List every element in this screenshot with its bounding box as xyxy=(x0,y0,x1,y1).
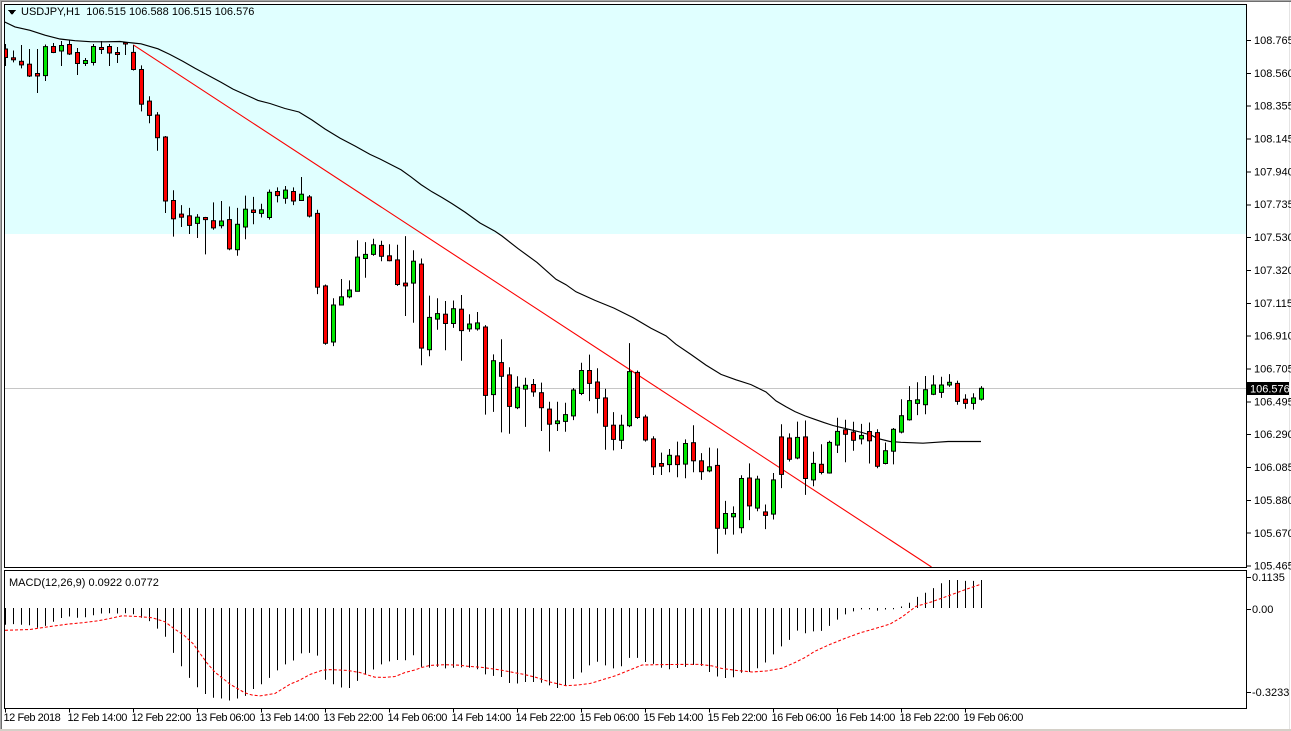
svg-text:13 Feb 14:00: 13 Feb 14:00 xyxy=(260,712,320,724)
svg-text:USDJPY,H1 106.515 106.588 106: USDJPY,H1 106.515 106.588 106.515 106.57… xyxy=(21,6,254,18)
svg-text:105.880: 105.880 xyxy=(1254,495,1291,507)
svg-text:14 Feb 14:00: 14 Feb 14:00 xyxy=(452,712,512,724)
svg-text:13 Feb 06:00: 13 Feb 06:00 xyxy=(196,712,256,724)
svg-text:12 Feb 2018: 12 Feb 2018 xyxy=(4,712,61,724)
svg-text:108.765: 108.765 xyxy=(1254,35,1291,47)
svg-text:18 Feb 22:00: 18 Feb 22:00 xyxy=(900,712,960,724)
svg-text:108.560: 108.560 xyxy=(1254,68,1291,80)
svg-text:108.145: 108.145 xyxy=(1254,134,1291,146)
svg-text:-0.3233: -0.3233 xyxy=(1252,687,1289,699)
svg-text:12 Feb 22:00: 12 Feb 22:00 xyxy=(132,712,192,724)
svg-text:0.1135: 0.1135 xyxy=(1252,572,1285,584)
svg-text:MACD(12,26,9) 0.0922 0.0772: MACD(12,26,9) 0.0922 0.0772 xyxy=(9,577,159,589)
svg-text:106.910: 106.910 xyxy=(1254,331,1291,343)
svg-text:106.290: 106.290 xyxy=(1254,429,1291,441)
svg-text:107.115: 107.115 xyxy=(1254,298,1291,310)
svg-text:16 Feb 14:00: 16 Feb 14:00 xyxy=(836,712,896,724)
svg-text:16 Feb 06:00: 16 Feb 06:00 xyxy=(772,712,832,724)
svg-text:107.320: 107.320 xyxy=(1254,265,1291,277)
svg-text:105.670: 105.670 xyxy=(1254,528,1291,540)
svg-text:14 Feb 22:00: 14 Feb 22:00 xyxy=(516,712,576,724)
svg-text:106.495: 106.495 xyxy=(1254,396,1291,408)
svg-text:106.705: 106.705 xyxy=(1254,364,1291,376)
svg-text:106.085: 106.085 xyxy=(1254,462,1291,474)
svg-text:15 Feb 06:00: 15 Feb 06:00 xyxy=(580,712,640,724)
svg-text:106.576: 106.576 xyxy=(1250,384,1290,396)
svg-text:105.465: 105.465 xyxy=(1254,561,1291,573)
svg-text:14 Feb 06:00: 14 Feb 06:00 xyxy=(388,712,448,724)
svg-text:19 Feb 06:00: 19 Feb 06:00 xyxy=(964,712,1024,724)
svg-text:15 Feb 22:00: 15 Feb 22:00 xyxy=(708,712,768,724)
svg-text:12 Feb 14:00: 12 Feb 14:00 xyxy=(68,712,128,724)
svg-text:108.355: 108.355 xyxy=(1254,101,1291,113)
svg-text:0.00: 0.00 xyxy=(1252,604,1273,616)
svg-text:107.530: 107.530 xyxy=(1254,232,1291,244)
svg-text:107.940: 107.940 xyxy=(1254,166,1291,178)
svg-text:107.735: 107.735 xyxy=(1254,199,1291,211)
svg-text:15 Feb 14:00: 15 Feb 14:00 xyxy=(644,712,704,724)
svg-text:13 Feb 22:00: 13 Feb 22:00 xyxy=(324,712,384,724)
